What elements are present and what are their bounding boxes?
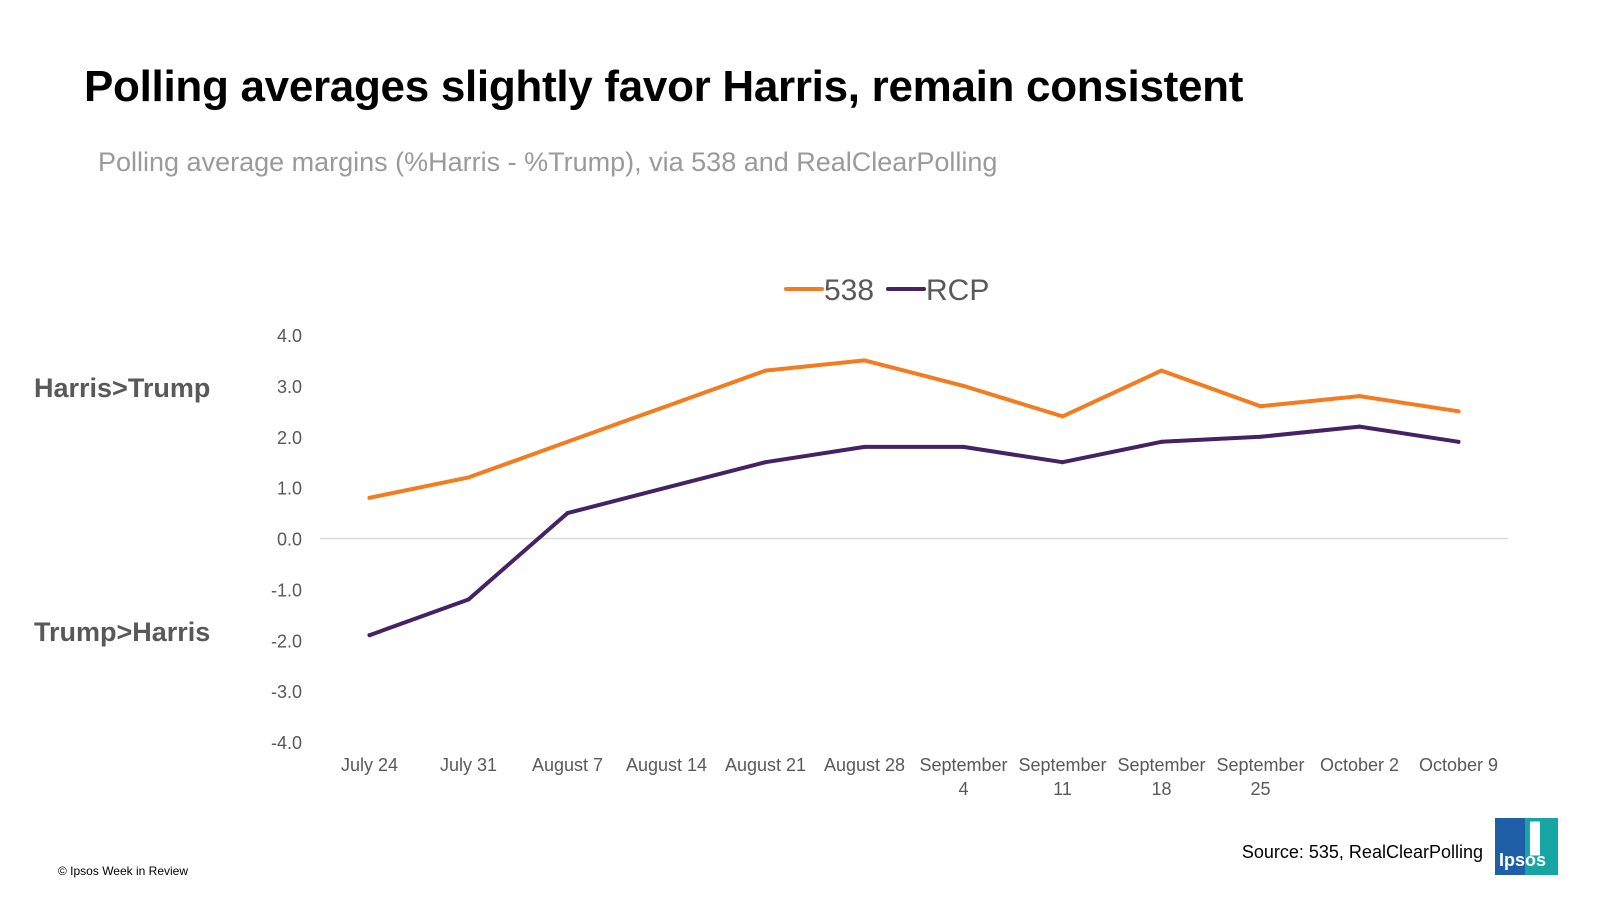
x-tick-label: September 25 xyxy=(1216,755,1304,799)
data-point-538 xyxy=(1357,394,1362,399)
data-point-rcp xyxy=(664,485,669,490)
data-point-rcp xyxy=(1258,434,1263,439)
data-point-538 xyxy=(961,383,966,388)
data-point-538 xyxy=(1159,368,1164,373)
data-point-rcp xyxy=(763,460,768,465)
data-point-rcp xyxy=(1357,424,1362,429)
legend-label-rcp: RCP xyxy=(926,274,989,307)
x-tick-label: August 7 xyxy=(532,755,603,775)
data-point-538 xyxy=(1258,404,1263,409)
chart-title: Polling averages slightly favor Harris, … xyxy=(84,62,1244,111)
series-line-538 xyxy=(367,358,1461,500)
x-tick-label: September 11 xyxy=(1018,755,1106,799)
data-point-538 xyxy=(466,475,471,480)
x-tick-label: September 18 xyxy=(1117,755,1205,799)
data-point-538 xyxy=(367,495,372,500)
x-tick-label: August 21 xyxy=(725,755,806,775)
data-point-rcp xyxy=(862,444,867,449)
y-tick-label: 0.0 xyxy=(277,530,302,550)
x-tick-label: August 14 xyxy=(626,755,707,775)
data-point-rcp xyxy=(1456,439,1461,444)
series-line-rcp xyxy=(367,424,1461,638)
x-tick-label: October 9 xyxy=(1419,755,1498,775)
x-tick-label: July 24 xyxy=(341,755,398,775)
copyright-note: © Ipsos Week in Review xyxy=(58,864,189,878)
x-tick-label: July 31 xyxy=(440,755,497,775)
source-note: Source: 535, RealClearPolling xyxy=(1241,842,1483,862)
y-tick-label: 2.0 xyxy=(277,428,302,448)
ipsos-logo: ▐ Ipsos xyxy=(1495,818,1558,875)
x-tick-label: August 28 xyxy=(824,755,905,775)
y-tick-label: 1.0 xyxy=(277,479,302,499)
data-point-538 xyxy=(664,404,669,409)
y-tick-label: 4.0 xyxy=(277,326,302,346)
data-point-538 xyxy=(565,439,570,444)
data-point-538 xyxy=(763,368,768,373)
data-point-538 xyxy=(862,358,867,363)
data-point-538 xyxy=(1060,414,1065,419)
data-point-rcp xyxy=(565,511,570,516)
data-point-rcp xyxy=(466,597,471,602)
ipsos-logo-text: Ipsos xyxy=(1499,850,1547,870)
y-tick-label: -1.0 xyxy=(271,580,302,600)
x-tick-label: September 4 xyxy=(919,755,1007,799)
y-tick-label: -4.0 xyxy=(271,733,302,753)
data-point-538 xyxy=(1456,409,1461,414)
data-point-rcp xyxy=(1060,460,1065,465)
chart-subtitle: Polling average margins (%Harris - %Trum… xyxy=(98,147,998,177)
x-tick-label: October 2 xyxy=(1320,755,1399,775)
trump-leads-label: Trump>Harris xyxy=(34,617,211,647)
legend-label-538: 538 xyxy=(824,274,874,307)
y-tick-label: 3.0 xyxy=(277,377,302,397)
data-point-rcp xyxy=(367,633,372,638)
data-point-rcp xyxy=(1159,439,1164,444)
y-tick-label: -2.0 xyxy=(271,631,302,651)
y-tick-label: -3.0 xyxy=(271,682,302,702)
harris-leads-label: Harris>Trump xyxy=(34,373,211,403)
data-point-rcp xyxy=(961,444,966,449)
